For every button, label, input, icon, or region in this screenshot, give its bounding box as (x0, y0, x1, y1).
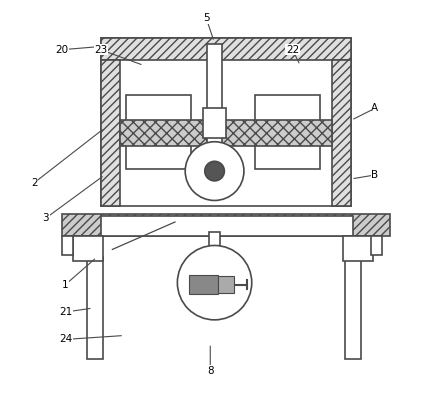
Bar (189, 275, 218, 295)
Text: 23: 23 (94, 45, 107, 55)
Text: 8: 8 (207, 366, 214, 376)
Circle shape (177, 245, 252, 320)
Bar (62, 236, 73, 255)
Bar (120, 120, 332, 146)
Bar (343, 236, 373, 261)
Text: 2: 2 (31, 178, 37, 188)
Bar (209, 232, 220, 283)
Bar (255, 95, 320, 169)
Bar (101, 38, 351, 206)
Text: 21: 21 (59, 307, 72, 317)
Bar (87, 257, 103, 359)
Text: 5: 5 (203, 13, 210, 23)
Text: 20: 20 (55, 45, 68, 55)
Text: 24: 24 (59, 334, 72, 345)
Bar (101, 60, 120, 206)
Bar (371, 236, 382, 255)
Text: 3: 3 (43, 213, 49, 223)
Text: B: B (371, 170, 378, 180)
Text: 22: 22 (286, 45, 299, 55)
Bar (101, 38, 351, 60)
Bar (62, 214, 390, 236)
Bar (207, 44, 222, 185)
Circle shape (185, 142, 244, 200)
Text: 1: 1 (62, 279, 69, 290)
Circle shape (205, 161, 224, 181)
Bar (73, 236, 103, 261)
Bar (126, 95, 190, 169)
Bar (203, 108, 226, 138)
Bar (332, 60, 351, 206)
Bar (345, 257, 361, 359)
Bar (101, 216, 353, 236)
Text: A: A (371, 104, 378, 114)
Bar (218, 276, 234, 293)
